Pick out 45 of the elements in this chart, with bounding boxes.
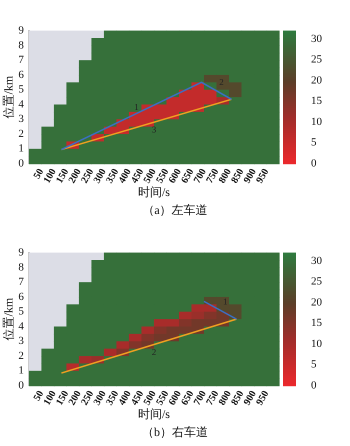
y-tick-label: 4 — [18, 98, 24, 110]
text: （a）左车道 — [141, 202, 209, 219]
y-tick-label: 5 — [18, 306, 24, 318]
annotation: 3 — [152, 124, 157, 135]
y-tick-label: 6 — [18, 290, 24, 303]
color-bar-label: 0 — [311, 158, 317, 170]
y-tick-label: 1 — [18, 142, 24, 155]
color-bar-label: 10 — [311, 116, 322, 128]
color-bar-label: 15 — [311, 317, 322, 330]
color-bar-label: 20 — [311, 74, 322, 86]
color-bar-label: 30 — [311, 32, 322, 45]
text: （b）右车道 — [141, 424, 209, 441]
y-tick-label: 9 — [18, 24, 24, 36]
y-tick-label: 3 — [18, 113, 24, 126]
color-bar-label: 5 — [311, 358, 317, 371]
y-tick-label: 9 — [18, 246, 24, 258]
y-tick-label: 7 — [18, 276, 24, 288]
color-bar-label: 25 — [311, 276, 322, 288]
annotation: 2 — [152, 346, 156, 357]
y-tick-label: 8 — [18, 261, 24, 274]
y-tick-label: 0 — [18, 380, 24, 392]
y-axis-title: 位置/km — [1, 297, 16, 340]
y-axis-title: 位置/km — [1, 75, 16, 118]
y-tick-label: 7 — [18, 54, 24, 66]
color-bar-label: 15 — [311, 95, 322, 108]
y-tick-label: 2 — [18, 128, 24, 140]
y-tick-label: 4 — [18, 320, 24, 332]
y-tick-label: 1 — [18, 364, 24, 377]
color-bar-label: 25 — [311, 54, 322, 66]
color-bar-label: 0 — [311, 380, 317, 392]
y-tick-label: 6 — [18, 68, 24, 81]
y-tick-label: 8 — [18, 39, 24, 52]
y-tick-label: 5 — [18, 84, 24, 96]
y-tick-label: 0 — [18, 158, 24, 170]
x-axis-title: 时间/s — [138, 184, 170, 199]
color-bar-label: 20 — [311, 296, 322, 308]
annotation: 1 — [134, 102, 139, 112]
color-bar-label: 10 — [311, 338, 322, 350]
x-axis-title: 时间/s — [138, 406, 170, 421]
color-bar-label: 5 — [311, 136, 317, 149]
x-tick-label: 950 — [254, 388, 272, 408]
y-tick-label: 3 — [18, 335, 24, 348]
y-tick-label: 2 — [18, 350, 24, 362]
x-tick-label: 950 — [254, 166, 272, 186]
color-bar-label: 30 — [311, 254, 322, 267]
